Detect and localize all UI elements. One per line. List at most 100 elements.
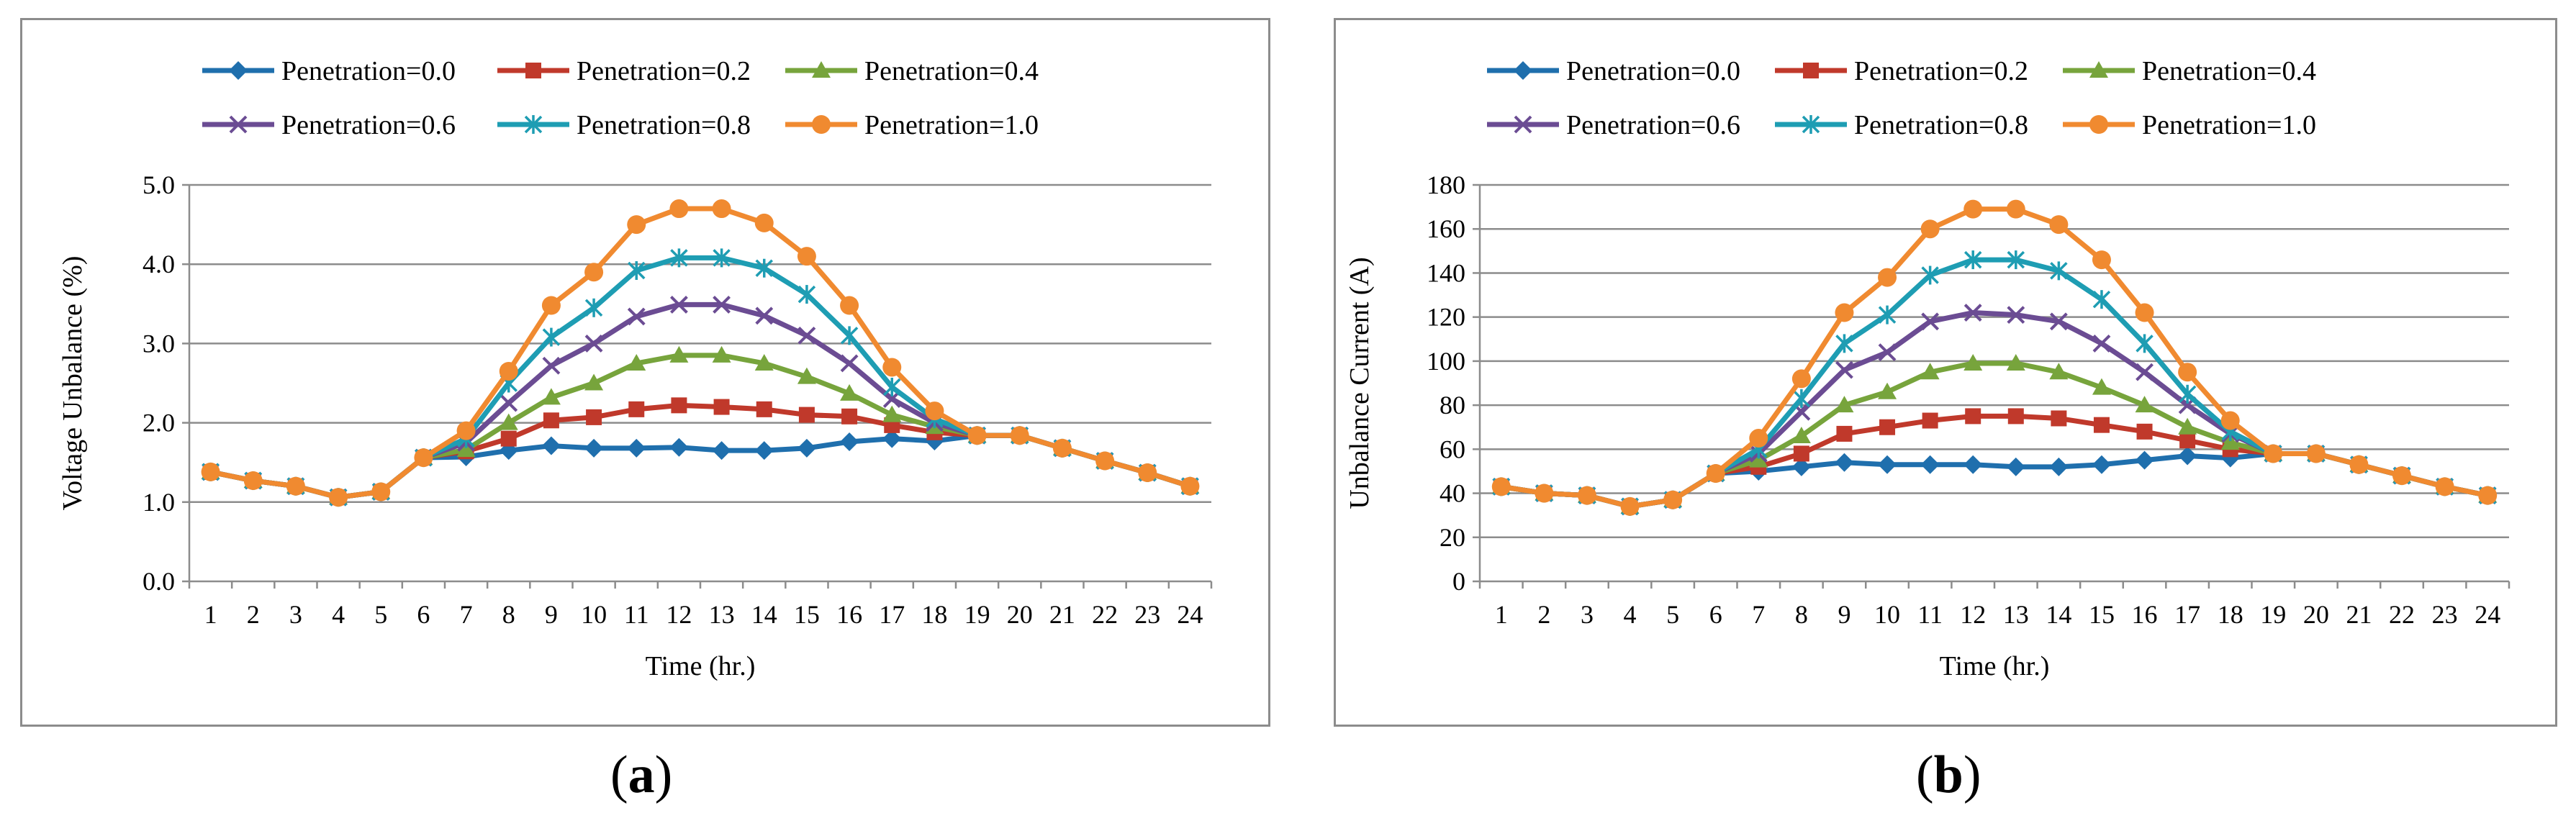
data-point (1793, 445, 1809, 462)
legend-item: Penetration=0.8 (1775, 110, 2028, 140)
data-point (1920, 219, 1940, 239)
legend-label: Penetration=0.0 (281, 56, 456, 86)
x-axis-title: Time (hr.) (646, 651, 756, 681)
x-tick-label: 1 (1495, 600, 1508, 629)
chart-panel-voltage-unbalance: 0.0 1.0 2.0 3.0 4.0 5.0 1 2 3 4 5 6 7 8 9 10 11 12 13 14 15 1… (20, 18, 1270, 727)
data-point (1835, 303, 1854, 322)
data-point (584, 263, 604, 282)
x-tick-label: 5 (1666, 600, 1679, 629)
x-tick-label: 21 (2346, 600, 2372, 629)
series-penetration-0-4 (201, 345, 1200, 505)
data-point (840, 432, 859, 452)
series-penetration-0-6 (1492, 304, 2497, 516)
legend-item: Penetration=0.4 (785, 56, 1039, 86)
data-point (1835, 334, 1853, 353)
x-tick-label: 18 (2218, 600, 2243, 629)
legend-label: Penetration=0.4 (2142, 56, 2316, 86)
data-point (840, 296, 859, 315)
x-tick-label: 24 (1177, 600, 1203, 629)
data-point (883, 378, 901, 397)
data-point (2478, 486, 2498, 505)
y-axis-title: Voltage Unbalance (%) (58, 256, 88, 511)
data-point (2049, 363, 2069, 380)
data-point (2007, 250, 2025, 270)
data-point (2220, 433, 2240, 450)
x-tick-label: 15 (794, 600, 820, 629)
legend-label: Penetration=1.0 (864, 110, 1039, 140)
data-point (2092, 334, 2111, 353)
data-point (1535, 484, 1554, 503)
series-line (1501, 257, 2488, 509)
data-point (1878, 343, 1897, 362)
legend-item: Penetration=0.2 (1775, 56, 2028, 86)
y-tick-label: 3.0 (143, 329, 175, 358)
data-point (1792, 389, 1811, 408)
data-point (456, 440, 476, 458)
data-point (2136, 363, 2154, 381)
data-point (1663, 490, 1683, 509)
data-point (2135, 450, 2154, 470)
legend-item: Penetration=1.0 (785, 110, 1039, 140)
legend-label: Penetration=0.2 (1854, 56, 2028, 86)
x-tick-label: 3 (1581, 600, 1594, 629)
data-point (2051, 410, 2067, 427)
data-point (584, 438, 604, 458)
y-tick-label: 0 (1452, 567, 1465, 596)
x-tick-label: 8 (502, 600, 515, 629)
data-point (1965, 408, 1981, 425)
data-point (925, 401, 944, 421)
data-point (670, 248, 688, 268)
data-point (797, 438, 816, 458)
x-tick-label: 11 (624, 600, 649, 629)
x-tick-label: 23 (2432, 600, 2458, 629)
data-point (2306, 444, 2326, 463)
data-point (671, 397, 687, 414)
y-tick-label: 1.0 (143, 488, 175, 517)
x-tick-label: 4 (1624, 600, 1637, 629)
legend-swatch-marker (229, 61, 248, 80)
series-penetration-0-4 (1491, 353, 2498, 514)
legend-item: Penetration=0.0 (202, 56, 456, 86)
series-line (209, 255, 1191, 500)
data-point (414, 448, 433, 468)
legend-swatch-marker (812, 115, 831, 134)
data-point (669, 199, 689, 219)
data-point (1791, 457, 1811, 476)
legend-label: Penetration=0.2 (577, 56, 751, 86)
x-tick-label: 14 (2046, 600, 2071, 629)
x-tick-label: 16 (2132, 600, 2158, 629)
data-point (840, 354, 859, 373)
x-tick-label: 2 (247, 600, 260, 629)
y-tick-label: 100 (1427, 347, 1465, 376)
data-point (2049, 312, 2068, 331)
data-point (2093, 417, 2110, 433)
y-tick-label: 20 (1440, 523, 1465, 552)
data-point (840, 384, 859, 401)
legend-item: Penetration=1.0 (2063, 110, 2316, 140)
x-tick-label: 18 (921, 600, 947, 629)
data-point (1878, 268, 1897, 287)
data-point (456, 421, 476, 440)
x-tick-label: 2 (1537, 600, 1550, 629)
data-point (1963, 199, 1983, 219)
data-point (2049, 215, 2069, 235)
data-point (627, 215, 646, 235)
data-point (627, 438, 646, 458)
legend-swatch-marker (1514, 115, 1532, 134)
data-point (499, 413, 518, 430)
data-point (1920, 455, 1940, 474)
x-axis-title: Time (hr.) (1940, 651, 2050, 681)
data-point (2135, 396, 2154, 413)
data-point (1963, 455, 1983, 474)
data-point (1878, 455, 1897, 474)
data-point (1835, 396, 1854, 413)
data-point (1180, 476, 1200, 496)
data-point (2092, 455, 2111, 474)
panel-label-b: (b) (1916, 745, 1981, 804)
series-penetration-0-8 (202, 248, 1199, 507)
x-tick-label: 17 (2174, 600, 2200, 629)
x-tick-label: 4 (332, 600, 345, 629)
data-point (669, 345, 689, 363)
data-point (2178, 446, 2197, 466)
data-point (2136, 334, 2154, 353)
